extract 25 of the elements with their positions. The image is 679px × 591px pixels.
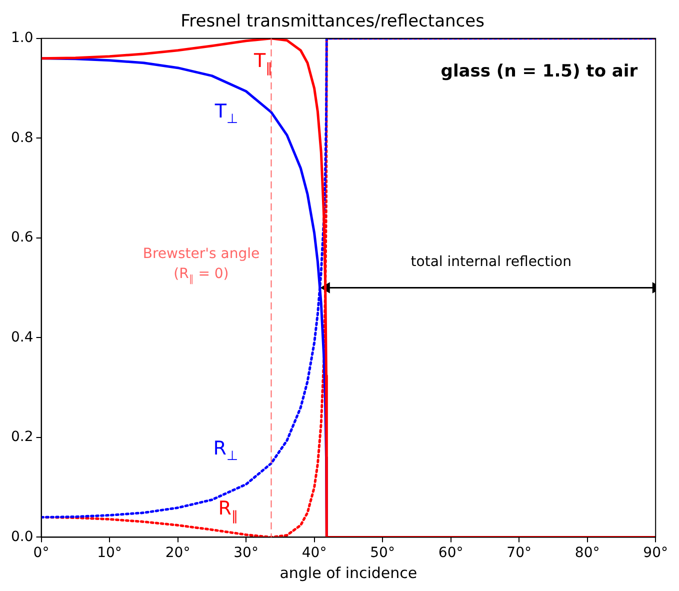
y-tick-label: 0.6 — [11, 230, 34, 246]
x-tick-label: 50° — [370, 545, 395, 562]
x-tick-label: 0° — [33, 545, 50, 562]
y-tick-label: 0.0 — [11, 528, 34, 545]
annotation: Brewster's angle (R∥ = 0) — [142, 246, 260, 286]
y-tick-label: 0.8 — [11, 130, 34, 146]
x-tick-label: 20° — [165, 545, 190, 562]
series-label: R∥ — [218, 498, 238, 524]
x-tick-label: 60° — [438, 545, 464, 562]
y-tick-label: 0.2 — [11, 429, 34, 446]
x-axis-title: angle of incidence — [280, 564, 418, 582]
x-tick-label: 90° — [643, 545, 668, 562]
series-label: T⊥ — [214, 100, 238, 127]
series-label: R⊥ — [213, 437, 238, 464]
chart-title: Fresnel transmittances/reflectances — [180, 12, 485, 32]
y-tick-label: 0.4 — [11, 329, 34, 346]
x-tick-label: 10° — [97, 545, 122, 562]
x-tick-label: 40° — [302, 545, 327, 562]
series-label: T∥ — [253, 50, 272, 77]
x-tick-label: 80° — [574, 545, 600, 562]
x-tick-label: 30° — [234, 545, 258, 562]
x-tick-label: 70° — [506, 545, 532, 562]
y-tick-label: 1.0 — [11, 30, 34, 46]
annotation: glass (n = 1.5) to air — [440, 61, 638, 82]
annotation: total internal reflection — [410, 254, 572, 270]
